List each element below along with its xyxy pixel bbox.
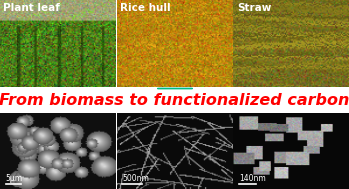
- Text: 500nm: 500nm: [122, 174, 149, 183]
- Text: Straw: Straw: [237, 3, 271, 13]
- Text: From biomass to functionalized carbon: From biomass to functionalized carbon: [0, 93, 349, 108]
- Text: 140nm: 140nm: [239, 174, 266, 183]
- Text: 5μm: 5μm: [6, 174, 23, 183]
- Text: Plant leaf: Plant leaf: [3, 3, 60, 13]
- Text: Rice hull: Rice hull: [120, 3, 171, 13]
